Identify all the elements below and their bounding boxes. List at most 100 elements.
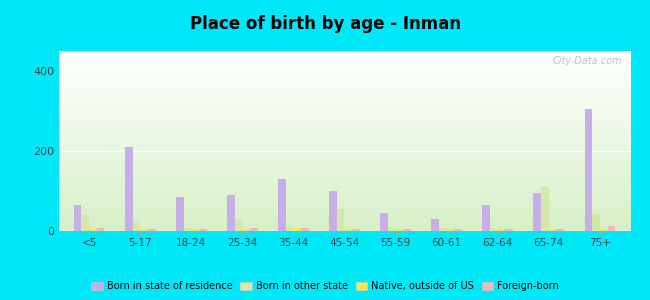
Bar <box>250 228 257 231</box>
Bar <box>58 52 630 53</box>
Bar <box>549 230 556 231</box>
Bar <box>58 157 630 158</box>
Bar <box>58 161 630 162</box>
Bar <box>58 227 630 228</box>
Bar <box>58 86 630 87</box>
Bar <box>58 175 630 176</box>
Bar <box>293 228 301 231</box>
Bar <box>58 104 630 105</box>
Bar <box>58 58 630 59</box>
Bar <box>58 209 630 210</box>
Text: City-Data.com: City-Data.com <box>552 56 622 66</box>
Bar <box>58 188 630 189</box>
Bar <box>58 158 630 159</box>
Bar <box>58 130 630 131</box>
Bar <box>58 168 630 169</box>
Bar <box>58 194 630 195</box>
Bar <box>58 100 630 101</box>
Bar <box>183 228 191 231</box>
Bar <box>58 99 630 100</box>
Bar <box>58 69 630 70</box>
Bar <box>498 230 505 231</box>
Bar <box>58 144 630 145</box>
Bar <box>148 230 155 231</box>
Bar <box>58 202 630 203</box>
Bar <box>58 151 630 152</box>
Bar <box>58 125 630 126</box>
Bar <box>58 208 630 209</box>
Bar <box>556 230 564 231</box>
Bar <box>58 176 630 177</box>
Bar <box>58 146 630 147</box>
Bar <box>58 186 630 187</box>
Bar <box>58 185 630 186</box>
Bar <box>58 182 630 183</box>
Bar <box>58 216 630 217</box>
Bar <box>58 192 630 193</box>
Bar <box>58 165 630 166</box>
Bar <box>58 74 630 75</box>
Bar <box>58 177 630 178</box>
Bar <box>58 73 630 74</box>
Bar <box>482 205 490 231</box>
Bar <box>286 226 293 231</box>
Bar <box>58 93 630 94</box>
Bar <box>58 150 630 151</box>
Bar <box>58 191 630 192</box>
Bar <box>58 217 630 218</box>
Bar <box>396 230 403 231</box>
Bar <box>403 230 411 231</box>
Bar <box>58 155 630 156</box>
Bar <box>58 83 630 84</box>
Bar <box>58 128 630 129</box>
Bar <box>58 213 630 214</box>
Bar <box>58 97 630 98</box>
Bar <box>58 137 630 138</box>
Bar <box>58 172 630 173</box>
Bar <box>58 199 630 200</box>
Bar <box>242 230 250 231</box>
Bar <box>58 105 630 106</box>
Bar <box>58 120 630 121</box>
Bar <box>58 138 630 139</box>
Bar <box>58 110 630 111</box>
Bar <box>58 82 630 83</box>
Bar <box>58 228 630 229</box>
Bar <box>58 85 630 86</box>
Bar <box>58 108 630 109</box>
Bar <box>58 212 630 213</box>
Bar <box>58 67 630 68</box>
Bar <box>58 218 630 219</box>
Bar <box>58 65 630 66</box>
Bar <box>58 101 630 102</box>
Bar <box>58 76 630 77</box>
Bar <box>58 119 630 120</box>
Bar <box>58 131 630 132</box>
Bar <box>600 230 608 231</box>
Bar <box>58 206 630 207</box>
Bar <box>337 209 344 231</box>
Bar <box>58 196 630 197</box>
Bar <box>58 145 630 146</box>
Bar <box>58 173 630 174</box>
Bar <box>344 230 352 231</box>
Bar <box>58 187 630 188</box>
Bar <box>58 142 630 143</box>
Bar <box>439 228 447 231</box>
Bar <box>58 181 630 182</box>
Bar <box>278 179 286 231</box>
Bar <box>58 84 630 85</box>
Bar <box>58 80 630 81</box>
Bar <box>58 63 630 64</box>
Bar <box>58 149 630 150</box>
Bar <box>58 171 630 172</box>
Bar <box>58 61 630 62</box>
Bar <box>58 148 630 149</box>
Bar <box>58 77 630 78</box>
Bar <box>58 214 630 215</box>
Bar <box>58 82 630 83</box>
Bar <box>58 62 630 63</box>
Bar <box>58 68 630 69</box>
Bar <box>58 166 630 167</box>
Bar <box>191 230 199 231</box>
